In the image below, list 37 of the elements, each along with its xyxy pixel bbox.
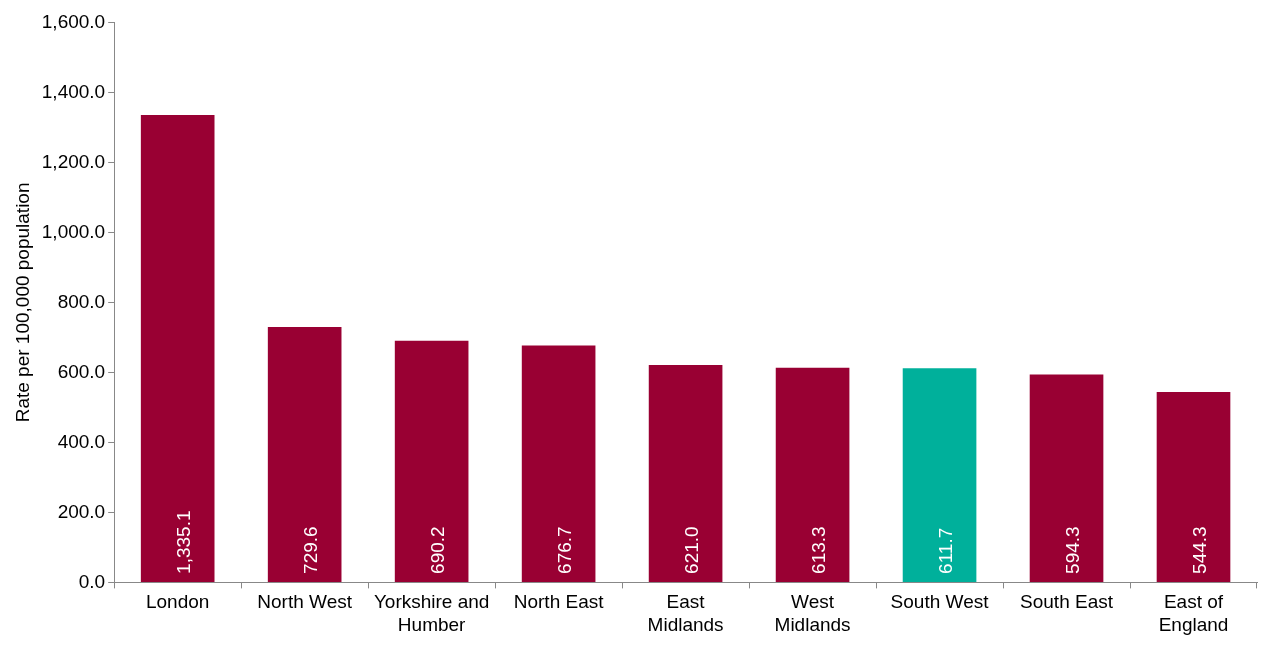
x-tick-label: London [145,591,210,613]
data-label: 544.3 [1188,526,1210,574]
y-tick-label: 200.0 [57,500,106,522]
data-label: 690.2 [426,526,448,574]
x-tick-label: North West [257,591,353,613]
data-label: 611.7 [934,527,956,574]
data-label: 594.3 [1061,526,1083,574]
y-tick-label: 600.0 [57,360,106,382]
x-tick-label: East Midlands [647,591,724,635]
bar [140,115,215,582]
y-tick-label: 800.0 [57,290,106,312]
data-label: 729.6 [299,526,321,574]
y-tick-label: 1,600.0 [41,10,106,32]
bar [775,367,850,582]
bar [394,340,469,582]
y-tick-label: 0.0 [78,570,106,592]
x-tick-label: North East [513,591,605,613]
x-tick-label: East of England [1158,591,1229,635]
y-tick-label: 1,400.0 [41,80,106,102]
x-tick-label: South West [890,591,990,613]
bar [648,365,723,582]
x-tick-label: West Midlands [774,591,851,635]
data-label: 613.3 [807,526,829,574]
bar [1029,374,1104,582]
data-label: 676.7 [553,526,575,574]
bar [1156,391,1231,582]
y-axis-title: Rate per 100,000 population [11,182,33,423]
y-tick-label: 1,200.0 [41,150,106,172]
bar [521,345,596,582]
y-tick-label: 400.0 [57,430,106,452]
x-tick-label: South East [1020,591,1114,613]
y-tick-label: 1,000.0 [41,220,106,242]
x-tick-label: Yorkshire and Humber [373,591,490,635]
bar [902,368,977,582]
bar [267,327,342,582]
data-label: 1,335.1 [172,510,194,574]
data-label: 621.0 [680,526,702,574]
